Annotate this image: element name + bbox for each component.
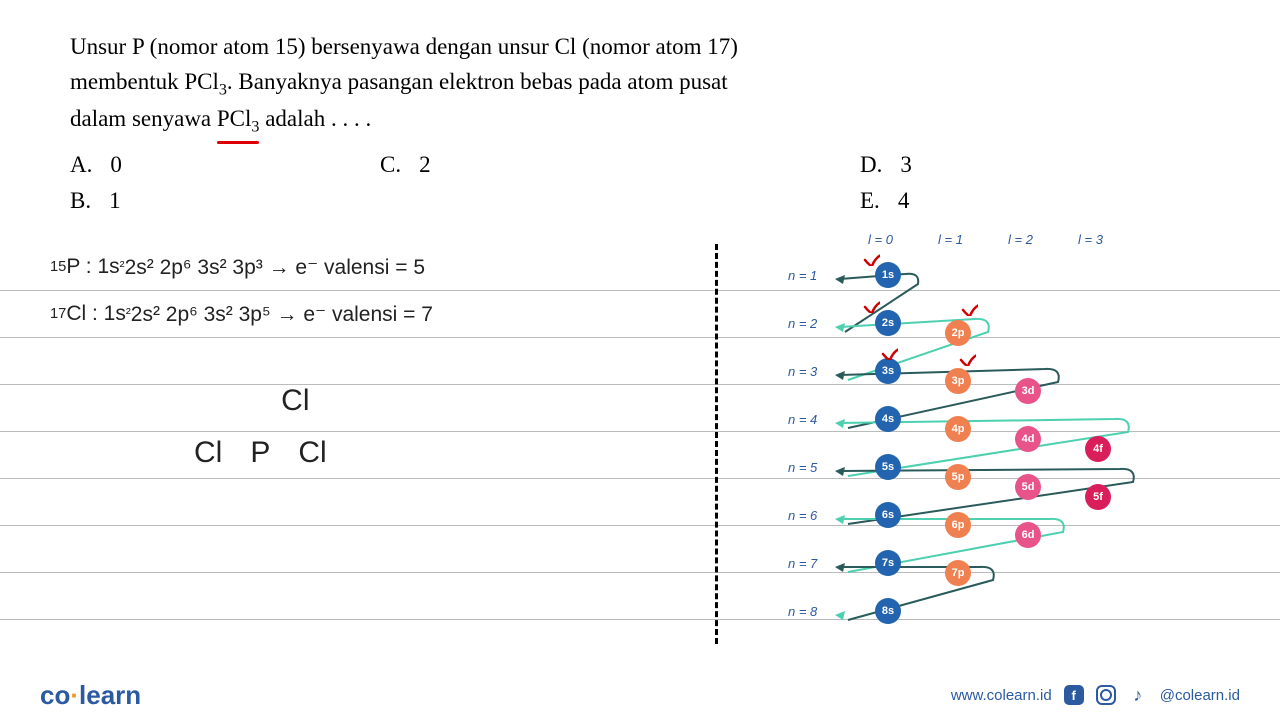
facebook-icon: f xyxy=(1064,685,1084,705)
question-sub1: 3 xyxy=(219,81,227,98)
instagram-icon xyxy=(1096,685,1116,705)
tiktok-icon: ♪ xyxy=(1128,685,1148,705)
option-a: A.0 xyxy=(70,152,380,178)
work-area: 15P : 1s² 2s² 2p⁶ 3s² 3p³ → e⁻ valensi =… xyxy=(0,244,1280,620)
question-line3b: adalah . . . . xyxy=(259,106,371,131)
question-text: Unsur P (nomor atom 15) bersenyawa denga… xyxy=(70,30,1210,140)
molecule-bottom: ClPCl xyxy=(180,436,341,470)
footer-handle: @colearn.id xyxy=(1160,687,1240,704)
orbital-4f: 4f xyxy=(1085,436,1111,462)
orbital-2s: 2s xyxy=(875,310,901,336)
orbital-5p: 5p xyxy=(945,464,971,490)
logo-dot: · xyxy=(70,680,79,710)
orbital-3d: 3d xyxy=(1015,378,1041,404)
n-label: n = 4 xyxy=(788,412,817,427)
orbital-4s: 4s xyxy=(875,406,901,432)
footer-right: www.colearn.id f ♪ @colearn.id xyxy=(951,685,1240,705)
question-line2b: . Banyaknya pasangan elektron bebas pada… xyxy=(227,69,728,94)
option-b: B.1 xyxy=(70,188,380,214)
orbital-7p: 7p xyxy=(945,560,971,586)
question-block: Unsur P (nomor atom 15) bersenyawa denga… xyxy=(0,0,1280,224)
question-line1: Unsur P (nomor atom 15) bersenyawa denga… xyxy=(70,34,738,59)
orbital-3p: 3p xyxy=(945,368,971,394)
cl-config: 17Cl : 1s² 2s² 2p⁶ 3s² 3p⁵ → e⁻ valensi … xyxy=(50,291,700,338)
orbital-5s: 5s xyxy=(875,454,901,480)
n-label: n = 6 xyxy=(788,508,817,523)
l-header: l = 3 xyxy=(1078,232,1103,247)
orbital-7s: 7s xyxy=(875,550,901,576)
question-line3a: dalam senyawa xyxy=(70,106,217,131)
vertical-divider xyxy=(715,244,718,644)
aufbau-diagram: l = 0 l = 1 l = 2 l = 3 n = 1 n = 2 n = 3 n = … xyxy=(740,224,1260,644)
option-c: C.2 xyxy=(380,152,860,178)
orbital-5d: 5d xyxy=(1015,474,1041,500)
n-label: n = 3 xyxy=(788,364,817,379)
diagram-paths xyxy=(740,224,1260,644)
orbital-6s: 6s xyxy=(875,502,901,528)
option-e: E.4 xyxy=(860,188,1060,214)
footer: co·learn www.colearn.id f ♪ @colearn.id xyxy=(0,670,1280,720)
left-work: 15P : 1s² 2s² 2p⁶ 3s² 3p³ → e⁻ valensi =… xyxy=(50,244,700,338)
n-label: n = 5 xyxy=(788,460,817,475)
option-d: D.3 xyxy=(860,152,1060,178)
n-label: n = 1 xyxy=(788,268,817,283)
options: A.0 B.1 C.2 D.3 E.4 xyxy=(70,152,1210,214)
molecule-sketch: Cl ClPCl xyxy=(180,384,341,470)
l-header: l = 0 xyxy=(868,232,893,247)
l-header: l = 1 xyxy=(938,232,963,247)
n-label: n = 8 xyxy=(788,604,817,619)
question-line2a: membentuk PCl xyxy=(70,69,219,94)
n-label: n = 2 xyxy=(788,316,817,331)
l-header: l = 2 xyxy=(1008,232,1033,247)
n-label: n = 7 xyxy=(788,556,817,571)
footer-url: www.colearn.id xyxy=(951,687,1052,704)
question-underlined: PCl3 xyxy=(217,102,260,140)
p-config: 15P : 1s² 2s² 2p⁶ 3s² 3p³ → e⁻ valensi =… xyxy=(50,244,700,291)
orbital-2p: 2p xyxy=(945,320,971,346)
orbital-3s: 3s xyxy=(875,358,901,384)
orbital-6p: 6p xyxy=(945,512,971,538)
logo: co·learn xyxy=(40,680,141,711)
orbital-8s: 8s xyxy=(875,598,901,624)
orbital-1s: 1s xyxy=(875,262,901,288)
orbital-6d: 6d xyxy=(1015,522,1041,548)
molecule-top: Cl xyxy=(250,384,341,418)
orbital-4p: 4p xyxy=(945,416,971,442)
orbital-4d: 4d xyxy=(1015,426,1041,452)
orbital-5f: 5f xyxy=(1085,484,1111,510)
